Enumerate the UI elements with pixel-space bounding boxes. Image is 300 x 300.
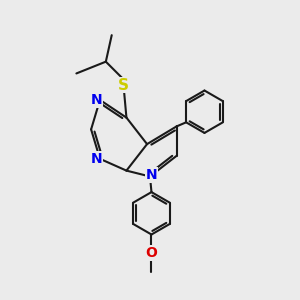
- Text: N: N: [91, 152, 102, 166]
- Text: N: N: [146, 168, 157, 182]
- Text: S: S: [118, 78, 129, 93]
- Text: O: O: [146, 246, 158, 260]
- Text: N: N: [91, 93, 102, 107]
